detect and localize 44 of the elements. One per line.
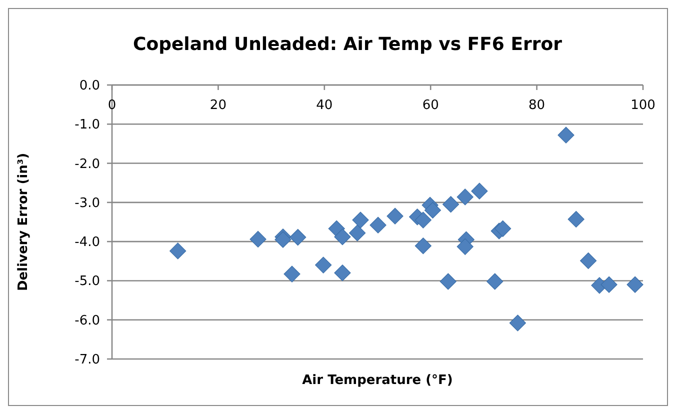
y-tick-label: -4.0 <box>74 235 100 250</box>
point <box>456 188 474 206</box>
point <box>370 216 386 234</box>
point <box>494 220 512 237</box>
point <box>424 202 442 219</box>
point <box>414 238 432 254</box>
y-tick-label: -1.0 <box>74 118 100 133</box>
x-tick-label: 40 <box>316 98 333 113</box>
y-tick-label: -3.0 <box>74 196 100 211</box>
point <box>568 210 584 228</box>
point <box>334 264 351 282</box>
y-axis-title: Delivery Error (in³) <box>16 152 31 292</box>
point <box>486 273 504 290</box>
point <box>414 212 432 228</box>
point <box>509 314 526 332</box>
x-tick-label: 60 <box>422 98 439 113</box>
point <box>250 230 266 248</box>
y-tick-label: 0.0 <box>79 78 100 94</box>
y-tick-label: -2.0 <box>74 156 100 172</box>
x-axis-title: Air Temperature (°F) <box>302 373 453 388</box>
y-tick-label: -7.0 <box>74 352 100 368</box>
point <box>386 208 404 224</box>
point <box>471 182 488 200</box>
point <box>349 224 366 242</box>
y-tick-label: -5.0 <box>74 274 100 290</box>
point <box>440 273 456 290</box>
x-tick-label: 20 <box>210 98 226 113</box>
point <box>315 256 332 274</box>
point <box>352 212 369 228</box>
point <box>580 252 597 270</box>
x-tick-label: 80 <box>528 98 546 113</box>
point <box>290 228 306 246</box>
point <box>334 228 351 246</box>
x-tick-label: 100 <box>630 98 656 113</box>
point <box>600 276 618 293</box>
point <box>170 242 186 260</box>
point <box>442 196 460 213</box>
point <box>626 276 644 293</box>
chart-title: Copeland Unleaded: Air Temp vs FF6 Error <box>133 34 562 55</box>
point <box>284 266 300 282</box>
point <box>456 238 474 255</box>
point <box>558 126 574 144</box>
y-tick-label: -6.0 <box>74 313 100 328</box>
x-tick-label: 0 <box>108 98 116 113</box>
